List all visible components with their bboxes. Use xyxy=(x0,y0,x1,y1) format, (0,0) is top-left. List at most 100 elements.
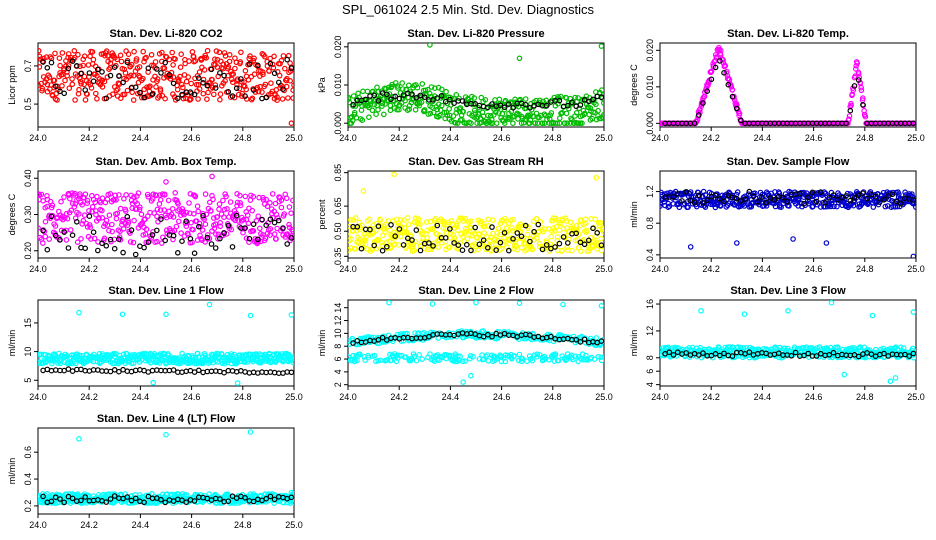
y-tick-label: 0.50 xyxy=(333,222,343,240)
data-point xyxy=(474,114,481,120)
data-point xyxy=(260,232,266,238)
data-point xyxy=(75,51,81,58)
data-point xyxy=(841,196,848,202)
data-point xyxy=(444,112,451,119)
x-tick-label: 25.0 xyxy=(285,520,303,530)
data-point xyxy=(238,49,244,56)
data-point xyxy=(139,94,145,101)
data-point xyxy=(281,211,288,217)
reference-point xyxy=(577,339,584,345)
data-point xyxy=(432,216,439,222)
data-point xyxy=(247,312,254,319)
data-point xyxy=(144,84,150,91)
data-point xyxy=(362,237,369,244)
data-point xyxy=(183,223,190,230)
data-point xyxy=(177,64,184,71)
data-point xyxy=(432,85,438,92)
data-point xyxy=(553,223,560,230)
reference-point xyxy=(254,62,261,69)
reference-point xyxy=(40,59,46,65)
data-point xyxy=(130,72,137,79)
data-point xyxy=(380,111,387,118)
reference-point xyxy=(733,105,740,112)
data-point xyxy=(593,335,600,341)
data-point xyxy=(186,200,192,206)
data-point xyxy=(831,203,837,210)
data-point xyxy=(128,61,135,68)
data-point xyxy=(555,100,561,107)
data-point xyxy=(379,242,385,249)
data-point xyxy=(598,235,604,242)
data-point xyxy=(179,81,185,88)
data-point xyxy=(460,379,467,385)
data-point xyxy=(250,228,257,234)
data-point xyxy=(76,211,82,217)
data-point xyxy=(204,96,210,103)
data-point xyxy=(77,63,83,70)
data-point xyxy=(232,217,239,224)
data-point xyxy=(84,197,91,204)
reference-point xyxy=(44,246,51,253)
reference-point xyxy=(489,224,495,230)
data-point xyxy=(170,74,177,80)
data-point xyxy=(49,360,55,367)
data-point xyxy=(38,191,42,197)
data-point xyxy=(153,84,159,90)
data-point xyxy=(532,120,539,126)
data-point xyxy=(821,189,828,195)
y-tick-label: 0.30 xyxy=(23,206,33,224)
reference-point xyxy=(250,221,257,228)
data-point xyxy=(127,239,134,245)
data-point xyxy=(598,303,604,309)
reference-point xyxy=(375,223,382,230)
reference-point xyxy=(280,225,286,231)
reference-point xyxy=(813,198,820,205)
data-point xyxy=(529,246,536,253)
x-tick-label: 24.0 xyxy=(651,392,669,402)
reference-point xyxy=(179,238,185,245)
data-point xyxy=(183,209,190,216)
x-tick-label: 24.8 xyxy=(856,392,874,402)
data-point xyxy=(99,84,106,90)
data-point xyxy=(235,218,242,224)
reference-point xyxy=(522,101,529,108)
data-point xyxy=(157,197,164,203)
data-point xyxy=(135,190,142,196)
data-point xyxy=(563,356,570,362)
reference-point xyxy=(48,59,55,66)
data-point xyxy=(386,91,393,97)
x-tick-label: 24.8 xyxy=(856,133,874,143)
data-point xyxy=(384,356,391,363)
data-point xyxy=(716,344,723,351)
data-point xyxy=(746,204,753,210)
data-point xyxy=(367,98,374,105)
y-axis-label: ml/min xyxy=(7,458,17,485)
reference-point xyxy=(116,368,122,375)
reference-point xyxy=(288,235,294,241)
data-point xyxy=(790,236,796,242)
data-point xyxy=(81,53,88,60)
reference-point xyxy=(497,102,504,109)
data-point xyxy=(106,212,113,219)
data-points xyxy=(348,43,604,127)
data-point xyxy=(283,83,290,90)
y-tick-label: 0.40 xyxy=(23,169,33,187)
data-point xyxy=(161,65,168,72)
y-tick-label: 6 xyxy=(333,357,343,362)
data-point xyxy=(249,95,256,102)
data-point xyxy=(130,360,137,367)
reference-point xyxy=(409,91,415,98)
reference-point xyxy=(893,198,900,205)
data-point xyxy=(245,220,252,227)
data-point xyxy=(702,204,709,210)
data-point xyxy=(763,203,770,209)
chart-title: Stan. Dev. Gas Stream RH xyxy=(408,156,544,168)
data-point xyxy=(584,227,590,234)
data-point xyxy=(858,84,865,91)
data-points xyxy=(38,429,294,507)
page-title: SPL_061024 2.5 Min. Std. Dev. Diagnostic… xyxy=(342,2,594,17)
reference-point xyxy=(442,235,449,241)
chart-panel-4: Stan. Dev. Amb. Box Temp.24.0 24.2 24.4 24.… xyxy=(7,156,303,274)
data-point xyxy=(277,60,283,67)
reference-point xyxy=(897,200,904,207)
